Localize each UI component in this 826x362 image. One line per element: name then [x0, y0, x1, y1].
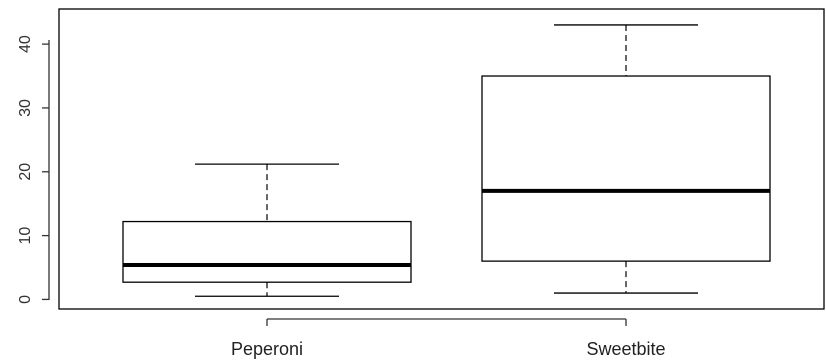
boxes-group [122, 24, 771, 297]
x-category-label: Sweetbite [586, 339, 665, 359]
box-peperoni [122, 163, 412, 297]
iqr-box [481, 75, 771, 262]
iqr-box [122, 220, 412, 283]
x-axis-ticks: Peperoni Sweetbite [231, 319, 666, 359]
plot-frame [58, 8, 825, 310]
box-sweetbite [481, 24, 771, 294]
x-category-label: Peperoni [231, 339, 303, 359]
y-tick-label: 40 [17, 35, 34, 53]
y-tick-label: 30 [17, 99, 34, 117]
y-tick-label: 20 [17, 163, 34, 181]
y-tick-label: 0 [17, 295, 34, 304]
y-tick-label: 10 [17, 227, 34, 245]
y-axis-ticks: 0 10 20 30 40 [17, 35, 49, 304]
